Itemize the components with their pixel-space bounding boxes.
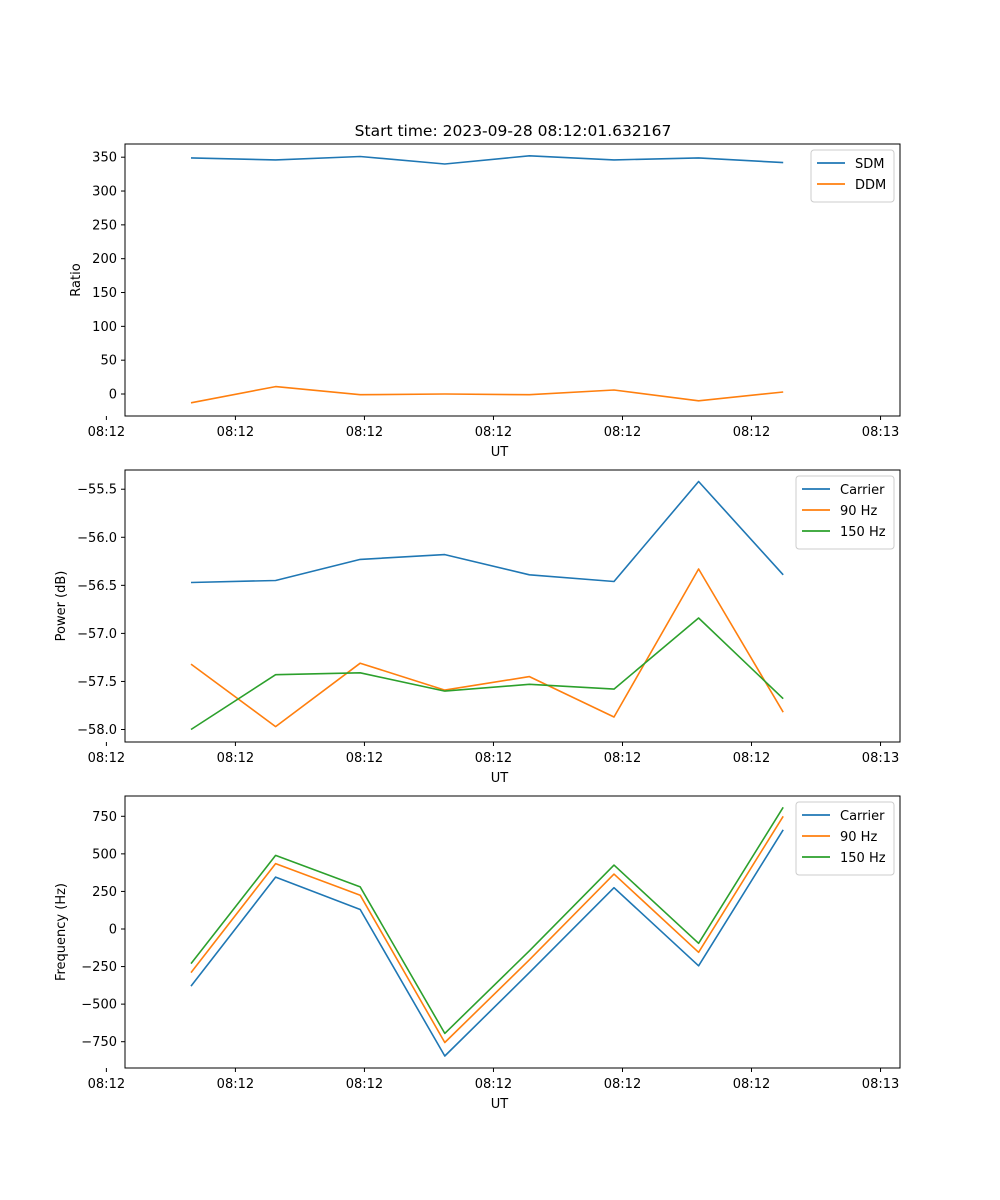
x-tick-label: 08:12: [217, 1077, 254, 1092]
y-tick-label: 300: [92, 185, 117, 200]
x-tick-label: 08:12: [346, 1077, 383, 1092]
legend: Carrier 90 Hz 150 Hz: [795, 475, 895, 550]
x-tick-label: 08:12: [475, 425, 512, 440]
series-line-carrier: [190, 480, 784, 584]
y-tick-label: −750: [81, 1035, 117, 1050]
y-tick-label: −250: [81, 960, 117, 975]
x-tick-label: 08:12: [733, 425, 770, 440]
x-tick-label: 08:12: [475, 751, 512, 766]
x-tick-label: 08:12: [346, 425, 383, 440]
chart-panel-3: 08:12 08:12 08:12 08:12 08:12 08:12 08:13 −750 −…: [54, 795, 901, 1112]
legend-label: 90 Hz: [840, 504, 877, 519]
legend-label: 150 Hz: [840, 851, 886, 866]
x-tick-label: 08:12: [475, 1077, 512, 1092]
y-tick-label: 750: [92, 810, 117, 825]
y-tick-label: −56.5: [77, 579, 117, 594]
x-tick-label: 08:12: [733, 751, 770, 766]
series-line-150-hz: [190, 806, 784, 1035]
series-line-90-hz: [190, 815, 784, 1044]
y-tick-label: 350: [92, 151, 117, 166]
x-tick-label: 08:12: [88, 425, 125, 440]
y-tick-label: −500: [81, 998, 117, 1013]
x-tick-label: 08:12: [604, 751, 641, 766]
y-axis-label: Ratio: [69, 263, 84, 296]
x-axis-label: UT: [491, 771, 509, 786]
x-tick-label: 08:12: [604, 425, 641, 440]
chart-panel-2: 08:12 08:12 08:12 08:12 08:12 08:12 08:13 −58.0…: [54, 469, 901, 786]
y-tick-label: −55.5: [77, 483, 117, 498]
legend-label: 90 Hz: [840, 830, 877, 845]
x-axis-label: UT: [491, 1097, 509, 1112]
y-axis-label: Frequency (Hz): [54, 883, 69, 981]
y-axis-label: Power (dB): [54, 571, 69, 642]
series-line-ddm: [190, 385, 784, 404]
legend-label: 150 Hz: [840, 525, 886, 540]
x-tick-label: 08:12: [217, 425, 254, 440]
y-tick-label: 250: [92, 218, 117, 233]
figure-title: Start time: 2023-09-28 08:12:01.632167: [355, 122, 672, 140]
y-tick-label: 100: [92, 320, 117, 335]
x-axis-label: UT: [491, 445, 509, 460]
plot-frame: [124, 143, 901, 417]
x-tick-label: 08:13: [862, 751, 899, 766]
series-line-90-hz: [190, 568, 784, 728]
series-line-150-hz: [190, 617, 784, 731]
x-tick-label: 08:13: [862, 1077, 899, 1092]
y-tick-label: 0: [109, 388, 117, 403]
legend-label: Carrier: [840, 809, 885, 824]
y-tick-label: 250: [92, 885, 117, 900]
series-line-sdm: [190, 155, 784, 165]
legend: SDM DDM: [810, 149, 895, 203]
x-tick-label: 08:12: [217, 751, 254, 766]
y-tick-label: 500: [92, 847, 117, 862]
x-tick-label: 08:12: [733, 1077, 770, 1092]
plot-frame: [124, 795, 901, 1069]
y-tick-label: 50: [100, 354, 117, 369]
legend-label: Carrier: [840, 483, 885, 498]
y-tick-label: −56.0: [77, 531, 117, 546]
x-tick-label: 08:12: [604, 1077, 641, 1092]
x-tick-label: 08:12: [88, 1077, 125, 1092]
y-tick-label: −58.0: [77, 723, 117, 738]
x-tick-label: 08:12: [88, 751, 125, 766]
x-tick-label: 08:12: [346, 751, 383, 766]
y-tick-label: 0: [109, 922, 117, 937]
x-tick-label: 08:13: [862, 425, 899, 440]
chart-panel-1: 08:12 08:12 08:12 08:12 08:12 08:12 08:13 0 50 10…: [69, 143, 901, 460]
y-tick-label: −57.5: [77, 675, 117, 690]
y-tick-label: 200: [92, 252, 117, 267]
y-tick-label: 150: [92, 286, 117, 301]
series-line-carrier: [190, 829, 784, 1057]
charts-container: 08:12 08:12 08:12 08:12 08:12 08:12 08:13 0 50 10…: [54, 143, 901, 1112]
y-tick-label: −57.0: [77, 627, 117, 642]
plot-frame: [124, 469, 901, 743]
legend: Carrier 90 Hz 150 Hz: [795, 801, 895, 876]
legend-label: DDM: [855, 178, 886, 193]
legend-label: SDM: [855, 157, 884, 172]
